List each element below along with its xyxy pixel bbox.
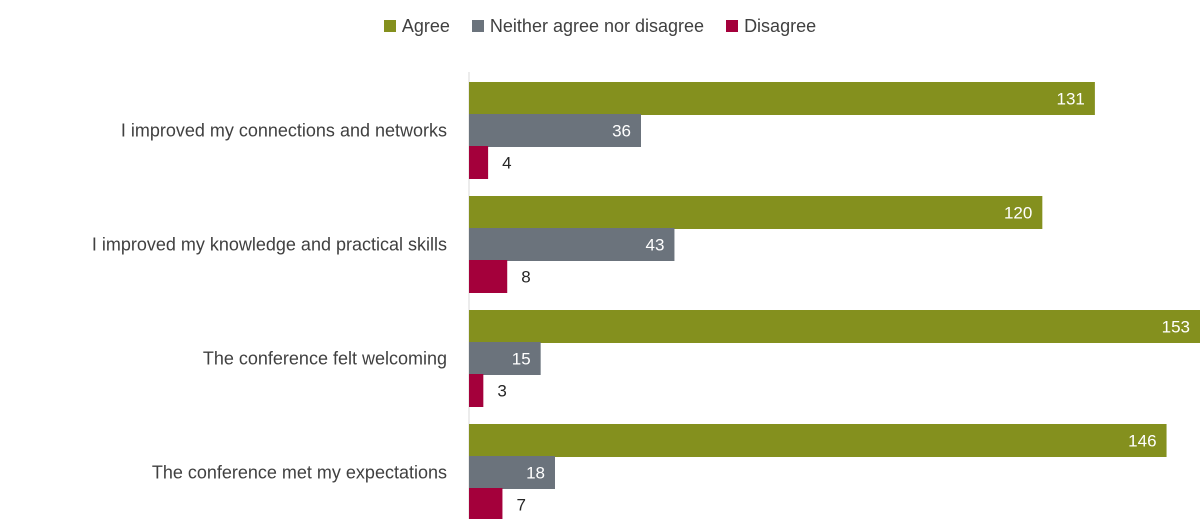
- data-label: 120: [1004, 204, 1032, 223]
- legend-swatch-agree: [383, 20, 396, 32]
- legend-item-neither: Neither agree nor disagree: [471, 15, 705, 37]
- bar-agree: [469, 196, 1043, 229]
- bar-agree: [469, 82, 1095, 115]
- legend-item-disagree: Disagree: [726, 16, 816, 37]
- data-label: 18: [526, 464, 545, 483]
- category-label: The conference felt welcoming: [203, 349, 447, 369]
- data-label: 146: [1128, 432, 1156, 451]
- category-label: I improved my connections and networks: [121, 121, 447, 141]
- data-label: 43: [646, 236, 665, 255]
- legend: Agree Neither agree nor disagree Disagre…: [0, 14, 1200, 38]
- category-label: I improved my knowledge and practical sk…: [92, 235, 447, 255]
- data-label: 4: [502, 154, 511, 173]
- category-label: The conference met my expectations: [152, 463, 447, 483]
- bar-disagree: [469, 488, 503, 519]
- legend-swatch-disagree: [726, 20, 739, 32]
- bar-neither-agree-nor-disagree: [469, 114, 641, 147]
- data-label: 15: [512, 350, 531, 369]
- bar-neither-agree-nor-disagree: [469, 342, 541, 375]
- data-label: 3: [497, 382, 506, 401]
- legend-swatch-neither: [471, 20, 484, 32]
- bar-agree: [469, 424, 1167, 457]
- bar-neither-agree-nor-disagree: [469, 228, 675, 261]
- legend-item-agree: Agree: [383, 15, 450, 37]
- bar-disagree: [469, 146, 489, 179]
- data-label: 131: [1057, 90, 1085, 109]
- legend-label-agree: Agree: [401, 15, 450, 36]
- bar-disagree: [469, 374, 484, 407]
- bar-neither-agree-nor-disagree: [469, 456, 555, 489]
- data-label: 8: [521, 268, 530, 287]
- bar-agree: [469, 310, 1200, 343]
- legend-label-neither: Neither agree nor disagree: [489, 15, 705, 36]
- data-label: 153: [1162, 318, 1190, 337]
- data-label: 7: [516, 496, 525, 515]
- legend-label-disagree: Disagree: [744, 15, 817, 36]
- data-label: 36: [612, 122, 631, 141]
- bar-disagree: [469, 260, 508, 293]
